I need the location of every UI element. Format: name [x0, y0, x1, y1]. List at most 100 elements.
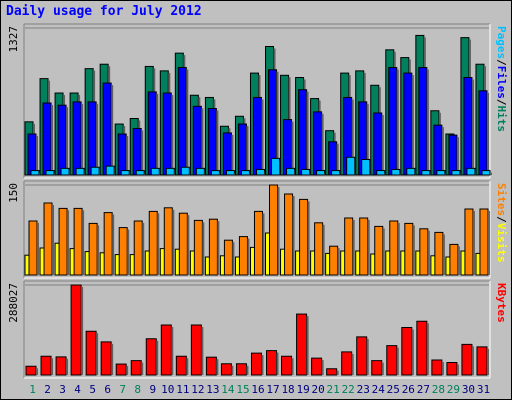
kbytes-bar-fill	[175, 355, 187, 376]
pages-bar-fill	[331, 170, 341, 176]
day-label: 16	[251, 383, 264, 396]
sites-bar-shadow	[247, 238, 250, 275]
day-label: 27	[417, 383, 430, 396]
kbytes-bar-fill	[145, 338, 157, 376]
sites-bar	[253, 210, 265, 276]
sites-bar	[88, 222, 100, 276]
files-bar-shadow	[426, 69, 429, 175]
kbytes-bar-fill	[416, 320, 428, 376]
kbytes-bar-shadow	[381, 362, 384, 375]
sites-bar-shadow	[217, 221, 220, 275]
sites-bar	[58, 207, 70, 276]
pages-bar-fill	[135, 170, 145, 176]
pages-bar-fill	[105, 165, 115, 176]
files-bar-shadow	[336, 143, 339, 175]
day-label: 30	[462, 383, 475, 396]
files-bar-fill	[102, 82, 112, 176]
panel2-legend: Sites/Visits	[495, 183, 508, 263]
kbytes-bar	[55, 356, 69, 376]
pages-bar	[45, 170, 57, 176]
files-bar-shadow	[126, 136, 129, 175]
files-bar-shadow	[411, 75, 414, 175]
pages-bar	[135, 170, 147, 176]
kbytes-bar-shadow	[186, 358, 189, 375]
kbytes-bar-fill	[55, 356, 67, 376]
kbytes-bar-fill	[386, 345, 398, 376]
kbytes-bar-shadow	[456, 364, 459, 375]
kbytes-bar-fill	[70, 284, 82, 376]
files-bar-shadow	[216, 110, 219, 175]
sites-bar-fill	[43, 202, 53, 276]
sites-bar-fill	[434, 231, 444, 276]
kbytes-bar-fill	[326, 368, 338, 376]
files-bar-fill	[177, 67, 187, 176]
pages-bar	[210, 170, 222, 176]
files-bar-shadow	[471, 79, 474, 175]
kbytes-bar-fill	[311, 357, 323, 376]
sites-bar	[73, 207, 85, 276]
files-bar	[448, 134, 459, 176]
sites-bar-fill	[163, 207, 173, 276]
kbytes-bar	[205, 356, 219, 376]
day-label: 28	[432, 383, 445, 396]
panel1-legend-part-2: Files	[495, 66, 508, 99]
kbytes-bar-fill	[40, 355, 52, 376]
pages-bar-fill	[451, 170, 461, 176]
day-label: 19	[296, 383, 309, 396]
kbytes-bar	[250, 352, 264, 376]
files-bar-shadow	[96, 103, 99, 175]
kbytes-bar-fill	[341, 351, 353, 376]
sites-bar-fill	[118, 227, 128, 276]
files-bar	[132, 127, 144, 176]
kbytes-bar	[341, 351, 354, 376]
files-bar-shadow	[36, 136, 38, 175]
sites-bar-fill	[193, 219, 203, 276]
day-label: 12	[191, 383, 204, 396]
sites-bar-fill	[133, 220, 143, 276]
kbytes-bar-fill	[235, 363, 247, 376]
sites-bar-fill	[223, 239, 233, 276]
pages-bar-fill	[406, 167, 416, 176]
sites-bar-fill	[299, 198, 309, 276]
files-bar	[117, 133, 129, 176]
sites-bar-shadow	[352, 220, 355, 275]
kbytes-bar-shadow	[246, 365, 249, 375]
sites-bar	[103, 212, 115, 276]
day-label: 13	[206, 383, 219, 396]
sites-bar-shadow	[307, 201, 310, 275]
pages-bar-fill	[361, 158, 371, 176]
kbytes-bar	[25, 365, 38, 376]
pages-bar-fill	[45, 170, 55, 176]
files-bar-fill	[147, 91, 157, 176]
panel2-ymax-label: 150	[7, 183, 20, 203]
sites-bar-shadow	[322, 224, 325, 275]
pages-bar-fill	[421, 170, 431, 176]
sites-bar-shadow	[142, 223, 145, 275]
sites-bar	[148, 210, 160, 276]
files-bar-fill	[72, 101, 82, 176]
kbytes-bar	[431, 359, 444, 376]
files-bar-fill	[207, 108, 217, 176]
kbytes-bar-fill	[250, 352, 262, 376]
files-bar-shadow	[321, 113, 324, 175]
sites-bar-fill	[238, 236, 248, 276]
kbytes-bar-fill	[431, 359, 443, 376]
pages-bar	[376, 170, 387, 176]
kbytes-bar	[311, 357, 324, 376]
sites-bar-shadow	[397, 223, 400, 275]
sites-bar-fill	[344, 217, 354, 276]
sites-bar	[344, 217, 355, 276]
pages-bar-fill	[436, 170, 446, 176]
files-bar-shadow	[381, 114, 384, 175]
files-bar-shadow	[396, 69, 399, 175]
panel1-legend: Pages/Files/Hits	[495, 26, 508, 132]
pages-bar	[331, 170, 342, 176]
files-bar-fill	[313, 111, 323, 176]
kbytes-bar-shadow	[426, 323, 429, 375]
sites-bar-fill	[208, 218, 218, 276]
files-bar	[478, 90, 489, 176]
sites-bar-shadow	[457, 246, 460, 275]
day-label: 2	[44, 383, 51, 396]
sites-bar	[163, 207, 175, 276]
sites-bar	[284, 193, 295, 276]
